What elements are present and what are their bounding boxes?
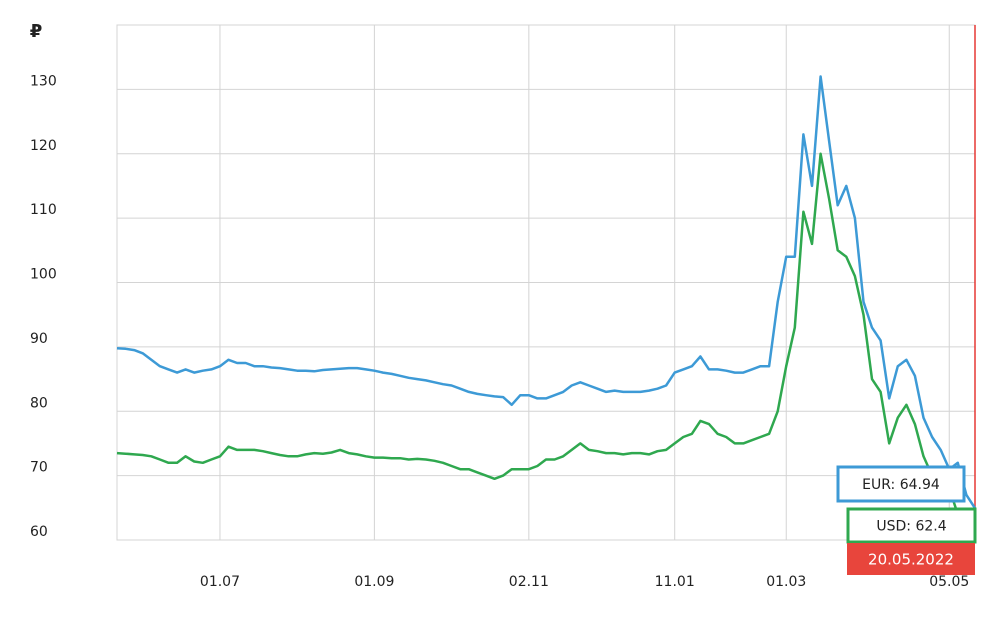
x-tick-label: 01.07	[200, 574, 240, 590]
series-line	[116, 152, 977, 539]
series-line	[116, 75, 977, 509]
value-box	[846, 507, 977, 544]
y-unit: ₽	[30, 21, 43, 42]
x-tick-label: 01.09	[354, 574, 394, 590]
y-tick-label: 60	[30, 524, 48, 540]
value-label: EUR: 64.94	[862, 477, 940, 493]
y-tick-label: 70	[30, 460, 48, 476]
x-tick-label: 01.03	[766, 574, 806, 590]
y-tick-label: 110	[30, 202, 57, 218]
value-label: USD: 62.4	[876, 519, 946, 535]
y-tick-label: 80	[30, 395, 48, 411]
x-tick-label: 11.01	[655, 574, 695, 590]
x-tick-label: 02.11	[509, 574, 549, 590]
y-tick-label: 130	[30, 73, 57, 89]
date-box	[847, 543, 975, 575]
value-box	[836, 465, 966, 503]
y-tick-label: 120	[30, 138, 57, 154]
y-tick-label: 90	[30, 331, 48, 347]
y-tick-label: 100	[30, 267, 57, 283]
x-tick-label: 05.05	[929, 574, 969, 590]
date-label: 20.05.2022	[868, 551, 954, 569]
